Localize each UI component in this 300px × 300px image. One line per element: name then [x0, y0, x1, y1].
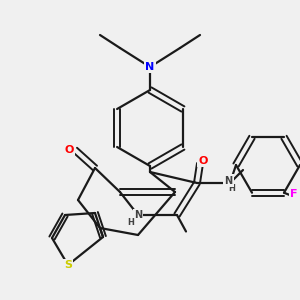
Text: O: O: [64, 145, 74, 155]
Text: S: S: [64, 260, 72, 270]
Text: H: H: [127, 218, 134, 227]
Text: F: F: [290, 189, 297, 199]
Text: H: H: [228, 184, 235, 193]
Text: N: N: [146, 62, 154, 72]
Text: N: N: [224, 176, 232, 186]
Text: O: O: [198, 155, 208, 166]
Text: N: N: [134, 210, 142, 220]
